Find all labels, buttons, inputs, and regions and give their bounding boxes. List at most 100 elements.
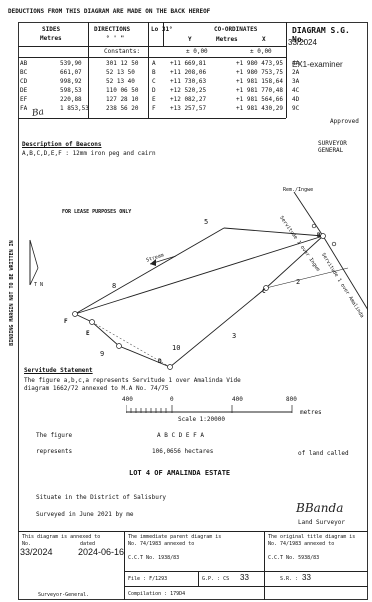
row-length: 661,07 bbox=[60, 69, 82, 76]
header-direction-units: ° ' " bbox=[106, 35, 125, 42]
row-point: A bbox=[152, 60, 156, 67]
row-side: CD bbox=[20, 78, 28, 85]
parent-line-2: No. 74/1983 annexed to bbox=[128, 541, 195, 547]
handwritten-mark: Ba bbox=[31, 107, 45, 119]
annexed-dated-label: dated bbox=[80, 541, 96, 547]
beacons-heading: Description of Beacons bbox=[22, 141, 102, 148]
examiner: EX1-examiner bbox=[292, 60, 343, 69]
row-x-coordinate: +1 980 753,75 bbox=[236, 69, 283, 76]
lot-title: LOT 4 OF AMALINDA ESTATE bbox=[129, 469, 231, 477]
parent-ct: C.C.T No. 1938/83 bbox=[128, 555, 180, 561]
corner-c: C bbox=[262, 288, 266, 295]
point-5: 5 bbox=[204, 218, 209, 226]
represents-label: represents bbox=[36, 448, 73, 455]
diagram-title: DIAGRAM S.G. No. bbox=[292, 26, 350, 44]
row-y-coordinate: +13 257,57 bbox=[170, 105, 207, 112]
corner-f: F bbox=[64, 318, 68, 325]
corner-b: B bbox=[317, 232, 321, 239]
row-beacon-ref: 2A bbox=[292, 69, 300, 76]
row-length: 998,92 bbox=[60, 78, 82, 85]
surveyor-general-label: SURVEYOR GENERAL bbox=[318, 140, 347, 154]
row-x-coordinate: +1 981 430,29 bbox=[236, 105, 283, 112]
corner-e: E bbox=[86, 330, 90, 337]
row-length: 220,88 bbox=[60, 96, 82, 103]
row-side: FA bbox=[20, 105, 28, 112]
sg-number: 33/2024 bbox=[288, 38, 317, 47]
survey-map bbox=[29, 191, 368, 370]
row-beacon-ref: 3A bbox=[292, 78, 300, 85]
top-note: DEDUCTIONS FROM THIS DIAGRAM ARE MADE ON… bbox=[8, 8, 211, 15]
row-beacon-ref: 9C bbox=[292, 105, 300, 112]
sheet-border bbox=[18, 22, 368, 600]
coordinates-table: SIDES Metres DIRECTIONS ° ' " Lo 31° CO-… bbox=[18, 22, 368, 154]
row-y-coordinate: +12 520,25 bbox=[170, 87, 207, 94]
gp-value: 33 bbox=[240, 573, 249, 582]
servitude-line-2: diagram 1662/72 annexed to M.A No. 74/75 bbox=[24, 385, 169, 392]
land-surveyor-label: Land Surveyor bbox=[298, 519, 345, 526]
row-point: F bbox=[152, 105, 156, 112]
header-y: Y bbox=[188, 36, 192, 43]
annexed-line-1: This diagram is annexed to bbox=[22, 534, 101, 540]
point-3: 3 bbox=[232, 332, 237, 340]
figure-label: The figure bbox=[36, 432, 73, 439]
scale-zero: 0 bbox=[170, 396, 174, 403]
header-coordinates: CO-ORDINATES bbox=[214, 26, 258, 33]
original-line-2: No. 74/1983 annexed to bbox=[268, 541, 335, 547]
row-side: DE bbox=[20, 87, 28, 94]
original-ct: C.C.T No. 5938/83 bbox=[268, 555, 320, 561]
header-sides: SIDES bbox=[42, 26, 61, 33]
servitude-line-1: The figure a,b,c,a represents Servitude … bbox=[24, 377, 241, 384]
situate-text: Situate in the District of Salisbury bbox=[36, 494, 167, 501]
header-metres: Metres bbox=[40, 35, 62, 42]
surveyed-text: Surveyed in June 2021 by me bbox=[36, 511, 134, 518]
row-direction: 127 28 10 bbox=[106, 96, 139, 103]
figure-value: A B C D E F A bbox=[157, 432, 204, 439]
row-length: 539,90 bbox=[60, 60, 82, 67]
surveyor-general-footer: Surveyor-General. bbox=[38, 592, 90, 598]
file-label: File : F/1293 bbox=[128, 576, 168, 582]
constant-y: ± 0,00 bbox=[186, 48, 208, 55]
header-directions: DIRECTIONS bbox=[94, 26, 131, 33]
original-line-1: The original title diagram is bbox=[268, 534, 356, 540]
row-y-coordinate: +12 082,27 bbox=[170, 96, 207, 103]
row-direction: 52 13 50 bbox=[106, 69, 135, 76]
true-north-label: T N bbox=[34, 282, 44, 288]
rem-ingwe-label: Rem./Ingwe bbox=[283, 187, 314, 193]
row-length: 598,53 bbox=[60, 87, 82, 94]
row-point: B bbox=[152, 69, 156, 76]
scale-label: Scale 1:20000 bbox=[178, 416, 225, 423]
for-lease-label: FOR LEASE PURPOSES ONLY bbox=[62, 209, 132, 215]
beacons-text: A,B,C,D,E,F : 12mm iron peg and cairn bbox=[22, 150, 156, 157]
row-side: EF bbox=[20, 96, 28, 103]
row-direction: 301 12 50 bbox=[106, 60, 139, 67]
parent-line-1: The immediate parent diagram is bbox=[128, 534, 222, 540]
header-lo: Lo 31° bbox=[151, 26, 173, 33]
binding-margin-note: BINDING MARGIN NOT TO BE WRITTEN IN bbox=[9, 240, 15, 346]
row-x-coordinate: +1 980 473,95 bbox=[236, 60, 283, 67]
parcel-boundary bbox=[74, 235, 324, 368]
land-called-label: of land called bbox=[298, 450, 349, 457]
scale-right: 800 bbox=[286, 396, 297, 403]
sr-label: S.R. : bbox=[280, 576, 299, 582]
annexed-no-label: No. bbox=[22, 541, 32, 547]
constant-x: ± 0,00 bbox=[250, 48, 272, 55]
row-direction: 238 56 20 bbox=[106, 105, 139, 112]
row-point: E bbox=[152, 96, 156, 103]
row-direction: 110 06 50 bbox=[106, 87, 139, 94]
row-beacon-ref: 4A bbox=[292, 60, 300, 67]
row-side: BC bbox=[20, 69, 28, 76]
row-x-coordinate: +1 981 564,66 bbox=[236, 96, 283, 103]
annexed-date: 2024-06-16 bbox=[78, 547, 125, 557]
hectares-value: 106,0656 hectares bbox=[152, 448, 214, 455]
header-x: X bbox=[262, 36, 266, 43]
bottom-block: This diagram is annexed to No. dated 33/… bbox=[18, 531, 368, 600]
row-point: C bbox=[152, 78, 156, 85]
point-10: 10 bbox=[172, 344, 181, 352]
header-metres-2: Metres bbox=[216, 36, 238, 43]
corner-d: D bbox=[158, 358, 162, 365]
annexed-number: 33/2024 bbox=[20, 547, 53, 557]
row-y-coordinate: +11 730,63 bbox=[170, 78, 207, 85]
point-8: 8 bbox=[112, 282, 117, 290]
scale-unit: metres bbox=[300, 409, 322, 416]
north-arrow bbox=[29, 239, 39, 286]
